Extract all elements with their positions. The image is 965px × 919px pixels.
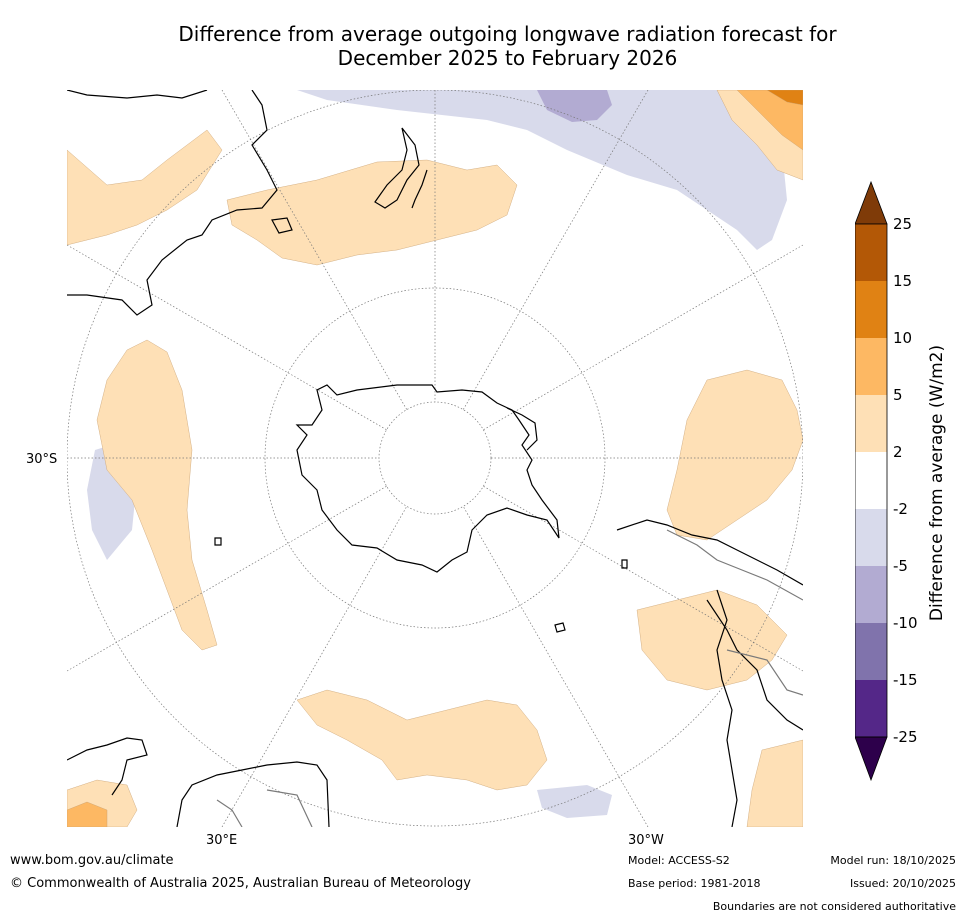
colorbar-outline	[855, 223, 888, 738]
colorbar-band	[855, 566, 887, 623]
anomaly-pos-5-10-southwest	[67, 801, 108, 827]
lon-label-30e: 30°E	[206, 833, 238, 848]
colorbar-tick-25: 25	[893, 215, 913, 233]
graticule-meridian	[67, 485, 388, 672]
footer-website[interactable]: www.bom.gov.au/climate	[10, 853, 174, 868]
colorbar-band	[855, 338, 887, 395]
footer-copyright: © Commonwealth of Australia 2025, Austra…	[10, 876, 471, 891]
graticule-lat-circle	[67, 90, 803, 827]
footer-model-run: Model run: 18/10/2025	[830, 854, 956, 867]
colorbar-band	[855, 623, 887, 680]
coastlines	[67, 90, 803, 827]
coastline-tasmania	[271, 217, 293, 234]
graticule-meridian	[67, 244, 388, 431]
colorbar-tick-neg2: -2	[893, 500, 908, 518]
lon-label-30w: 30°W	[628, 833, 664, 848]
footer-model: Model: ACCESS-S2	[628, 854, 730, 867]
polar-map	[67, 90, 803, 827]
border-line	[216, 789, 313, 827]
colorbar-tick-neg10: -10	[893, 614, 918, 632]
coastline-antarctic-peninsula	[506, 407, 538, 451]
graticule-meridian	[221, 90, 408, 411]
colorbar-band	[855, 452, 887, 509]
footer-base-period: Base period: 1981-2018	[628, 877, 761, 890]
footer-issued: Issued: 20/10/2025	[849, 877, 956, 890]
colorbar-band	[855, 509, 887, 566]
anomaly-neg-5-10-north	[537, 90, 612, 122]
colorbar-under-triangle	[855, 736, 888, 782]
lat-label-30s: 30°S	[26, 452, 58, 467]
anomaly-pos-2-5-aus	[67, 129, 223, 246]
colorbar-tick-5: 5	[893, 386, 903, 404]
graticule-meridian	[221, 505, 408, 827]
title-line-1: Difference from average outgoing longwav…	[178, 22, 837, 46]
anomaly-pos-2-5-samerica	[636, 589, 788, 691]
anomaly-pos-2-5-nz	[226, 159, 518, 266]
anomaly-pos-2-5-south-atlantic	[666, 369, 803, 541]
colorbar-title: Difference from average (W/m2)	[927, 344, 947, 622]
anomaly-pos-5-10-northeast	[736, 90, 803, 151]
colorbar-band	[855, 224, 887, 281]
colorbar-tick-15: 15	[893, 272, 913, 290]
colorbar-band	[855, 395, 887, 452]
anomaly-pos-2-5-southeast	[746, 739, 803, 827]
graticule-meridian	[462, 505, 649, 827]
colorbar-over-triangle	[855, 180, 888, 225]
colorbar-band	[855, 680, 887, 737]
anomaly-pos-2-5-south	[296, 689, 548, 791]
coastline-africa	[67, 737, 330, 827]
colorbar-band	[855, 281, 887, 338]
coastline-antarctica	[295, 384, 560, 573]
map-title: Difference from average outgoing longwav…	[70, 22, 945, 70]
colorbar	[855, 180, 888, 782]
colorbar-tick-10: 10	[893, 329, 913, 347]
graticule-lat-circle	[264, 287, 606, 629]
coastline-south-america	[616, 519, 803, 827]
colorbar-tick-neg15: -15	[893, 671, 918, 689]
graticule-meridian	[482, 244, 803, 431]
coastline-australia	[67, 90, 278, 316]
coastline-nz	[374, 127, 428, 209]
anomaly-neg-2-5-southeast	[537, 785, 612, 818]
colorbar-tick-neg25: -25	[893, 728, 918, 746]
borders	[216, 529, 803, 827]
anomaly-pos-10-15-northeast	[766, 90, 803, 106]
anomaly-neg-2-5-north	[297, 90, 787, 250]
coastline-small-islands	[214, 537, 628, 633]
anomaly-pos-2-5-indian	[96, 339, 218, 651]
title-line-2: December 2025 to February 2026	[337, 46, 678, 70]
colorbar-tick-neg5: -5	[893, 557, 908, 575]
graticule-meridian	[462, 90, 649, 411]
colorbar-tick-2: 2	[893, 443, 903, 461]
border-line	[726, 649, 803, 696]
border-line	[666, 529, 803, 601]
footer-disclaimer: Boundaries are not considered authoritat…	[712, 900, 956, 913]
